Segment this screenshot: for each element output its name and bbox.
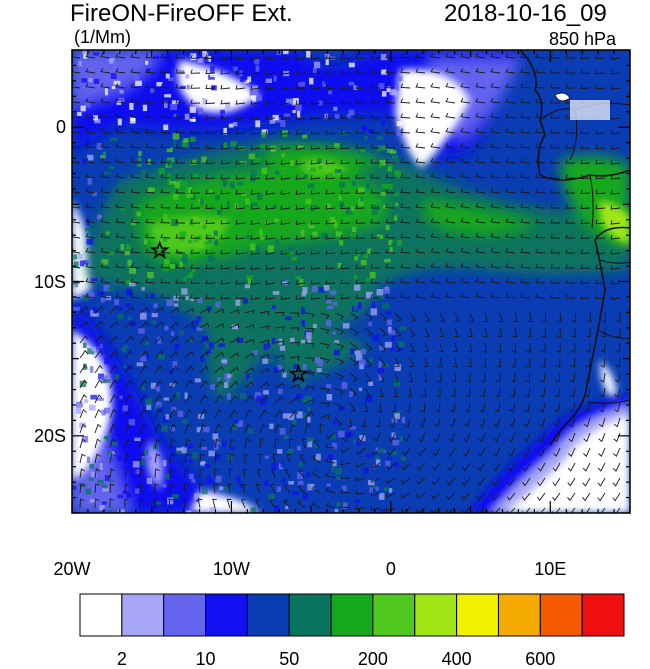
colorbar-swatch: [246, 593, 290, 637]
lat-tick-label: 10S: [33, 271, 66, 292]
lat-tick-label: 0: [55, 117, 66, 138]
lon-tick-label: 0: [385, 559, 396, 579]
colorbar-tick-label: 10: [195, 649, 216, 669]
colorbar-tick-label: 600: [525, 649, 556, 669]
colorbar-swatch: [288, 593, 332, 637]
africa-coastline: [519, 50, 630, 446]
lon-tick-label: 20W: [53, 559, 91, 579]
lat-tick-label: 20S: [33, 425, 66, 446]
star-marker-2: [288, 363, 309, 383]
units-label: (1/Mm): [74, 27, 131, 47]
lon-tick-label: 10W: [212, 559, 250, 579]
colorbar-swatch: [497, 593, 541, 637]
colorbar-swatch: [414, 593, 458, 637]
colorbar-tick-label: 2: [116, 649, 127, 669]
colorbar-swatch: [581, 593, 625, 637]
star-marker-1: [149, 240, 170, 260]
colorbar-tick-label: 400: [441, 649, 472, 669]
colorbar-swatch: [121, 593, 165, 637]
colorbar-swatch: [330, 593, 374, 637]
lon-tick-label: 10E: [534, 559, 567, 579]
colorbar-swatch: [205, 593, 248, 637]
site-markers: [149, 240, 309, 383]
map-title: FireON-FireOFF Ext.: [70, 0, 293, 27]
extinction-field: [72, 50, 630, 513]
colorbar-swatch: [79, 593, 123, 637]
colorbar-tick-label: 200: [357, 649, 388, 669]
colorbar-swatch: [372, 593, 416, 637]
axis-ticks: [71, 49, 631, 514]
colorbar-tick-label: 50: [279, 649, 300, 669]
speckle-texture: [72, 50, 407, 513]
colorbar-swatch: [456, 593, 499, 637]
colorbar-swatch: [163, 593, 207, 637]
pressure-level-label: 850 hPa: [549, 29, 617, 49]
wind-barbs: [72, 52, 621, 513]
timestamp-label: 2018-10-16_09: [444, 0, 607, 27]
colorbar-swatch: [539, 593, 583, 637]
colorbar: [79, 593, 625, 637]
